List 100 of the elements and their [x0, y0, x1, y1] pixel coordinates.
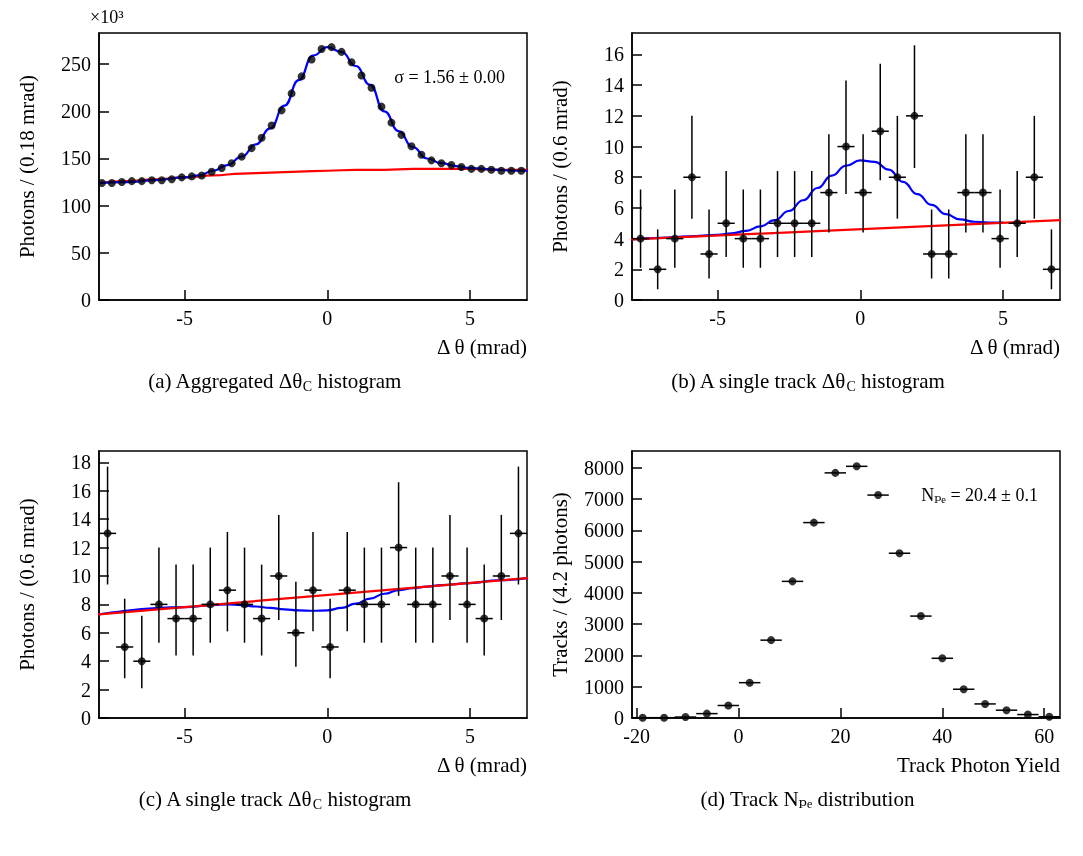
point	[428, 600, 437, 609]
point	[457, 162, 466, 171]
y-tick-label: 6	[81, 621, 91, 644]
point	[97, 179, 106, 188]
point	[874, 491, 883, 500]
point	[297, 72, 306, 81]
point	[910, 111, 919, 120]
x-tick-label: -20	[623, 725, 650, 747]
point	[809, 518, 818, 527]
point	[788, 577, 797, 586]
point	[417, 150, 426, 159]
y-tick-label: 0	[614, 707, 624, 729]
point	[447, 161, 456, 170]
point	[507, 166, 516, 175]
y-tick-label: 2	[614, 258, 624, 281]
point	[177, 173, 186, 182]
point	[394, 543, 403, 552]
point	[137, 177, 146, 186]
y-tick-label: 1000	[584, 675, 624, 698]
point	[367, 83, 376, 92]
point	[167, 175, 176, 184]
point	[978, 188, 987, 197]
point	[1013, 219, 1022, 228]
point	[497, 571, 506, 580]
y-tick-label: 200	[61, 100, 91, 123]
point	[189, 614, 198, 623]
x-tick-label: 20	[830, 725, 851, 747]
point	[207, 167, 216, 176]
x-tick-label: -5	[176, 725, 193, 747]
point	[237, 152, 246, 161]
point	[893, 173, 902, 182]
point	[959, 685, 968, 694]
point	[217, 163, 226, 172]
y-tick-label: 14	[604, 74, 624, 97]
point	[154, 600, 163, 609]
point	[487, 165, 496, 174]
x-axis-title: Track Photon Yield	[897, 752, 1061, 777]
point	[287, 89, 296, 98]
point	[387, 118, 396, 127]
point	[187, 172, 196, 181]
point	[427, 156, 436, 165]
point	[876, 127, 885, 136]
y-tick-label: 8	[614, 166, 624, 189]
point	[445, 571, 454, 580]
text: ×10³	[90, 7, 125, 27]
y-tick-label: 3000	[584, 613, 624, 636]
point	[477, 164, 486, 173]
point	[938, 654, 947, 663]
y-tick-label: 2000	[584, 644, 624, 667]
point	[944, 249, 953, 258]
point	[739, 234, 748, 243]
x-tick-label: 5	[464, 307, 475, 329]
y-tick-label: 8000	[584, 456, 624, 479]
point	[206, 600, 215, 609]
point	[702, 709, 711, 718]
y-tick-label: 7000	[584, 488, 624, 511]
point	[724, 701, 733, 710]
y-tick-label: 5000	[584, 550, 624, 573]
point	[824, 188, 833, 197]
point	[197, 171, 206, 180]
point	[437, 159, 446, 168]
point	[773, 219, 782, 228]
point	[831, 468, 840, 477]
y-tick-label: 6000	[584, 519, 624, 542]
point	[223, 586, 232, 595]
annotation: σ = 1.56 ± 0.00	[394, 67, 505, 87]
point	[277, 106, 286, 115]
point	[660, 713, 669, 722]
point	[852, 462, 861, 471]
point	[172, 614, 181, 623]
point	[1045, 712, 1054, 721]
point	[638, 713, 647, 722]
point	[517, 166, 526, 175]
y-tick-label: 10	[71, 564, 91, 587]
point	[347, 58, 356, 67]
point	[274, 571, 283, 580]
y-tick-label: 0	[81, 289, 91, 311]
y-tick-label: 12	[604, 104, 624, 127]
point	[327, 43, 336, 52]
y-tick-label: 14	[71, 508, 91, 531]
point	[790, 219, 799, 228]
point	[377, 600, 386, 609]
point	[467, 164, 476, 173]
y-tick-label: 8	[81, 593, 91, 616]
x-tick-label: 60	[1034, 725, 1055, 747]
point	[247, 144, 256, 153]
point	[636, 234, 645, 243]
y-tick-label: 4	[81, 650, 91, 673]
point	[807, 219, 816, 228]
x-axis-title: Δ θ (mrad)	[969, 334, 1060, 359]
point	[107, 179, 116, 188]
point	[137, 657, 146, 666]
y-tick-label: 250	[61, 53, 91, 76]
x-tick-label: 5	[997, 307, 1008, 329]
point	[257, 614, 266, 623]
point	[309, 586, 317, 595]
point	[317, 45, 326, 54]
point	[337, 47, 346, 56]
point	[103, 529, 112, 538]
point	[360, 600, 369, 609]
